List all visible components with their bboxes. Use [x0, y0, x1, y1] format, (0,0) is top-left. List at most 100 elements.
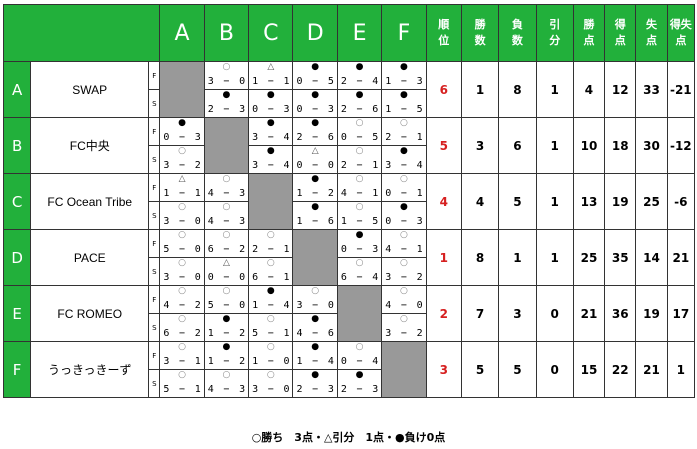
team-row-s: S ○ 3−0 ○ 4−3 ● 1−6 ○ 1−5 ● 0−3: [4, 201, 695, 230]
score-dash: −: [312, 104, 319, 115]
score-for: 3: [385, 160, 392, 171]
match-result: ○ 6−2: [203, 229, 250, 258]
score-against: 4: [372, 356, 379, 367]
match-result: ● 4−6: [292, 313, 338, 342]
stat-gd: 1: [666, 341, 696, 398]
half-label: S: [148, 145, 161, 174]
score-for: 4: [340, 188, 347, 199]
stat-header-line2: 点: [646, 34, 657, 47]
match-result: ● 3−4: [381, 145, 427, 174]
score-for: 1: [252, 76, 259, 87]
match-result: ● 1−3: [381, 61, 427, 90]
score: 5−1: [161, 384, 203, 395]
score: 3−4: [383, 160, 425, 171]
self-match-cell: [159, 61, 205, 118]
match-result: △ 1−1: [159, 173, 205, 202]
score-for: 6: [207, 244, 214, 255]
result-loss-icon: ●: [355, 62, 364, 72]
match-result: ● 1−2: [203, 341, 250, 370]
stat-gd: 17: [666, 285, 696, 342]
result-win-icon: ○: [178, 258, 186, 268]
score-dash: −: [223, 384, 230, 395]
score-against: 1: [416, 132, 423, 143]
column-header-f: F: [381, 4, 427, 62]
score: 3−0: [161, 216, 203, 227]
score: 1−4: [250, 300, 292, 311]
score-against: 1: [194, 356, 201, 367]
score-dash: −: [312, 160, 319, 171]
score-for: 6: [163, 328, 170, 339]
score: 3−2: [383, 328, 425, 339]
score: 3−1: [161, 356, 203, 367]
result-win-icon: ○: [222, 370, 231, 380]
score-dash: −: [312, 356, 319, 367]
result-draw-icon: △: [178, 174, 186, 184]
match-result: ○ 4−2: [159, 285, 205, 314]
match-result: ○ 2−1: [381, 117, 427, 146]
score-for: 1: [252, 356, 259, 367]
match-result: △ 1−1: [248, 61, 294, 90]
score-dash: −: [267, 328, 274, 339]
score-for: 4: [385, 300, 392, 311]
score-against: 4: [372, 76, 379, 87]
score-for: 3: [252, 384, 259, 395]
team-name: FC ROMEO: [30, 285, 150, 342]
score: 3−4: [250, 160, 292, 171]
score: 0−0: [294, 160, 336, 171]
result-win-icon: ○: [311, 286, 320, 296]
score-dash: −: [179, 244, 186, 255]
match-result: ○ 0−1: [381, 173, 427, 202]
column-header-e: E: [336, 4, 383, 62]
header-row: A B C D E F 順位勝数負数引分勝点得点失点得失点: [2, 4, 696, 62]
result-win-icon: ○: [399, 230, 408, 240]
stat-points: 15: [572, 341, 606, 398]
score-for: 1: [207, 356, 214, 367]
stat-ga: 30: [635, 117, 668, 174]
score: 4−1: [383, 244, 425, 255]
match-result: ● 2−4: [336, 61, 383, 90]
score-for: 5: [252, 328, 259, 339]
match-result: ● 0−3: [381, 201, 427, 230]
stat-header-line2: 位: [438, 34, 450, 47]
match-result: ○ 1−0: [248, 341, 294, 370]
score-against: 2: [194, 160, 201, 171]
score-dash: −: [179, 188, 186, 199]
score-against: 3: [239, 104, 246, 115]
stat-header-line2: 数: [511, 34, 523, 47]
score-dash: −: [356, 188, 363, 199]
score-dash: −: [179, 384, 186, 395]
match-result: ○ 4−3: [203, 201, 250, 230]
team-name: FC中央: [30, 117, 150, 174]
stat-rank: 6: [425, 61, 462, 118]
score: 6−4: [338, 272, 380, 283]
score-against: 4: [327, 356, 334, 367]
score: 3−0: [161, 272, 203, 283]
stat-header-line2: 点: [583, 34, 595, 47]
score-against: 1: [283, 76, 290, 87]
score-against: 3: [239, 216, 246, 227]
result-win-icon: ○: [178, 202, 186, 212]
score-against: 4: [283, 132, 290, 143]
result-loss-icon: ●: [399, 62, 408, 72]
half-label: F: [148, 173, 161, 202]
score-for: 3: [163, 272, 170, 283]
score-against: 0: [194, 244, 201, 255]
stat-rank: 4: [425, 173, 462, 230]
score-dash: −: [356, 132, 363, 143]
score: 1−5: [383, 104, 425, 115]
result-loss-icon: ●: [355, 90, 364, 100]
score-against: 2: [194, 300, 201, 311]
score: 1−3: [383, 76, 425, 87]
score-against: 1: [283, 272, 290, 283]
result-loss-icon: ●: [399, 146, 408, 156]
score: 1−5: [338, 216, 380, 227]
score-dash: −: [223, 188, 230, 199]
score-against: 3: [416, 76, 423, 87]
self-match-cell: [203, 117, 250, 174]
result-loss-icon: ●: [399, 90, 408, 100]
score-dash: −: [267, 244, 274, 255]
stat-draws: 0: [535, 341, 574, 398]
score: 0−3: [383, 216, 425, 227]
match-result: ○ 0−5: [336, 117, 383, 146]
score: 0−5: [338, 132, 380, 143]
